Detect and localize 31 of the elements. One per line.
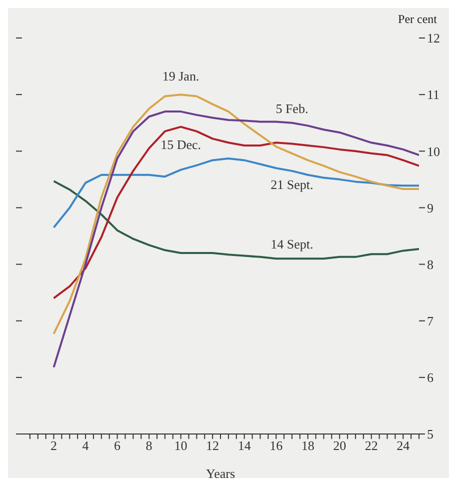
y-tick-label: 7	[427, 313, 434, 328]
x-axis-title: Years	[206, 466, 236, 481]
y-tick-label: 11	[427, 87, 440, 102]
x-tick-label: 2	[50, 438, 58, 454]
x-tick-label: 8	[146, 438, 152, 454]
line-series	[52, 157, 419, 229]
y-tick-label: 5	[427, 426, 434, 442]
x-tick-label: 24	[396, 438, 410, 454]
x-tick-label: 22	[364, 438, 378, 454]
x-tick-label: 16	[270, 438, 284, 454]
y-axis-title: Per cent	[398, 12, 437, 27]
y-tick-label: 9	[427, 200, 434, 216]
x-tick-label: 6	[114, 438, 122, 454]
y-tick-label: 8	[427, 256, 434, 272]
series-label: 14 Sept.	[270, 236, 314, 252]
y-tick-label: 10	[427, 144, 440, 159]
x-tick-label: 4	[82, 438, 90, 454]
line-series	[52, 180, 419, 260]
series-label: 19 Jan.	[162, 68, 200, 84]
x-tick-label: 12	[206, 438, 220, 454]
series-label: 15 Dec.	[160, 136, 202, 152]
series-label: 21 Sept.	[270, 176, 314, 192]
line-series	[52, 126, 419, 300]
x-tick-label: 10	[174, 438, 188, 454]
y-tick-label: 6	[427, 370, 434, 386]
series-label: 5 Feb.	[276, 100, 308, 116]
x-tick-label: 18	[301, 438, 314, 454]
x-tick-label: 14	[238, 438, 252, 454]
y-tick-label: 12	[427, 30, 440, 46]
line-series	[52, 94, 419, 335]
x-tick-label: 20	[333, 438, 346, 454]
